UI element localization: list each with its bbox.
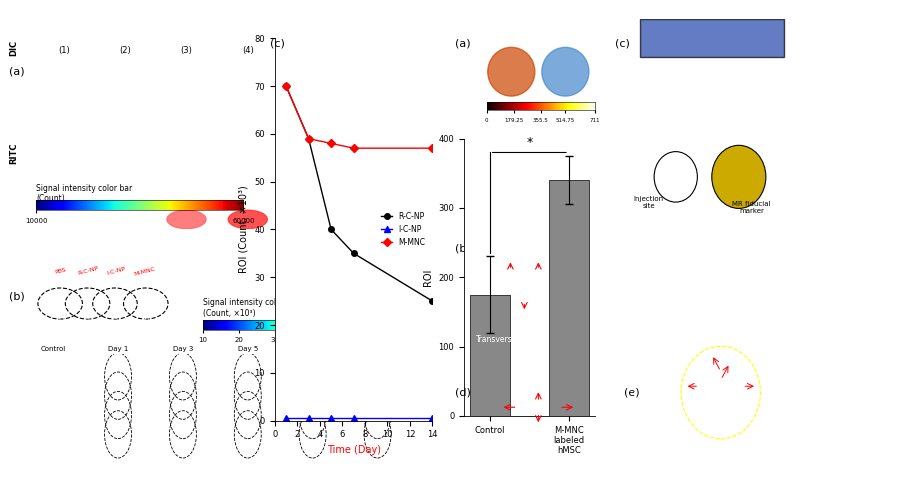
I-C-NP <box>348 415 359 421</box>
Title: Control: Control <box>41 346 66 352</box>
Text: MR fiducial
marker: MR fiducial marker <box>733 201 770 214</box>
Line: I-C-NP: I-C-NP <box>283 415 435 421</box>
R-C-NP <box>303 136 314 141</box>
Text: (c): (c) <box>615 38 631 48</box>
M-MNC <box>348 145 359 151</box>
Text: Signal intensity color bar
(Count): Signal intensity color bar (Count) <box>36 184 132 203</box>
Bar <box>549 180 588 416</box>
Title: (2): (2) <box>119 46 132 55</box>
I-C-NP <box>281 415 292 421</box>
I-C-NP <box>427 415 438 421</box>
Text: DIC: DIC <box>9 40 18 56</box>
Text: (1): (1) <box>55 317 65 324</box>
M-MNC <box>427 145 438 151</box>
Text: (c): (c) <box>270 38 286 48</box>
Circle shape <box>712 145 766 208</box>
Text: (b): (b) <box>9 292 24 302</box>
Text: (d): (d) <box>455 387 471 397</box>
Text: (e): (e) <box>624 387 640 397</box>
Line: R-C-NP: R-C-NP <box>283 83 435 304</box>
Title: (1): (1) <box>58 46 70 55</box>
Title: (3): (3) <box>180 46 193 55</box>
Text: (b): (b) <box>455 244 470 254</box>
R-C-NP <box>427 298 438 304</box>
M-MNC <box>281 83 292 89</box>
I-C-NP <box>303 415 314 421</box>
Title: Day 7: Day 7 <box>303 346 323 352</box>
Y-axis label: ROI: ROI <box>423 269 432 286</box>
R-C-NP <box>348 250 359 256</box>
Ellipse shape <box>542 47 589 96</box>
Text: RITC: RITC <box>9 142 18 163</box>
Legend: R-C-NP, I-C-NP, M-MNC: R-C-NP, I-C-NP, M-MNC <box>378 209 429 250</box>
X-axis label: Time (Day): Time (Day) <box>327 445 380 455</box>
R-C-NP <box>281 83 292 89</box>
Text: (2): (2) <box>84 317 94 324</box>
Y-axis label: ROI (Count, ×10³): ROI (Count, ×10³) <box>239 185 249 273</box>
I-C-NP <box>326 415 337 421</box>
Text: M-MNC: M-MNC <box>133 266 156 277</box>
M-MNC <box>326 141 337 146</box>
Title: Day 5: Day 5 <box>238 346 258 352</box>
Bar <box>470 294 510 416</box>
Text: 3D-reconstructed image: 3D-reconstructed image <box>649 260 742 269</box>
Title: (4): (4) <box>241 46 254 55</box>
Line: M-MNC: M-MNC <box>283 83 435 151</box>
Text: *: * <box>526 136 532 149</box>
Title: Day 14: Day 14 <box>365 346 390 352</box>
Title: Day 1: Day 1 <box>108 346 128 352</box>
Text: (a): (a) <box>455 38 470 48</box>
Text: Injection
site: Injection site <box>633 196 664 209</box>
R-C-NP <box>326 227 337 232</box>
M-MNC <box>303 136 314 141</box>
Text: I-C-NP: I-C-NP <box>107 266 126 276</box>
Text: (a): (a) <box>9 67 24 77</box>
Text: (4): (4) <box>140 317 150 324</box>
Title: Day 3: Day 3 <box>173 346 193 352</box>
Ellipse shape <box>167 210 206 228</box>
Text: Transversal: Transversal <box>476 335 519 344</box>
Text: Signal intensity color bar
(Count, ×10³): Signal intensity color bar (Count, ×10³) <box>203 298 299 318</box>
Text: Axial: Axial <box>476 445 495 455</box>
Text: (3): (3) <box>112 317 122 324</box>
Ellipse shape <box>228 210 268 228</box>
FancyBboxPatch shape <box>640 19 784 57</box>
Text: R-C-NP: R-C-NP <box>77 266 99 276</box>
Ellipse shape <box>487 47 535 96</box>
Text: PBS: PBS <box>54 267 67 275</box>
